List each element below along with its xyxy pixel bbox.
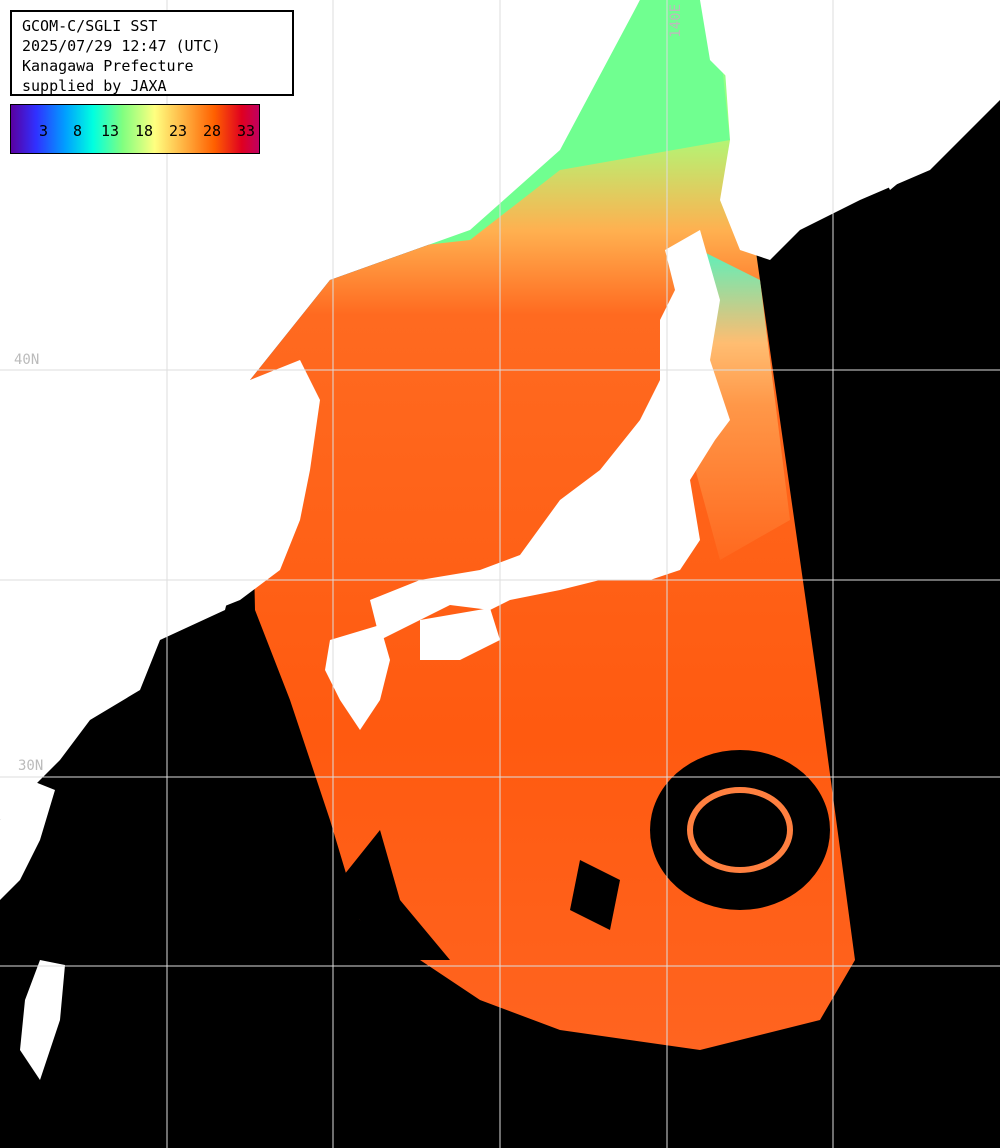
land-honshu bbox=[370, 230, 730, 640]
scale-tick-13: 13 bbox=[101, 122, 120, 140]
longitude-label-140e: 140E bbox=[668, 4, 684, 38]
scale-tick-3: 3 bbox=[39, 122, 49, 140]
land-shikoku bbox=[420, 608, 500, 660]
land-korea bbox=[215, 360, 320, 610]
cloud-patch-southwest bbox=[340, 830, 450, 960]
scale-tick-18: 18 bbox=[135, 122, 154, 140]
region-name: Kanagawa Prefecture bbox=[22, 57, 194, 75]
land-asia-mainland bbox=[0, 0, 640, 820]
land-hokkaido bbox=[720, 0, 1000, 260]
sst-color-scale: 3 8 13 18 23 28 33 bbox=[10, 104, 260, 154]
scale-tick-8: 8 bbox=[73, 122, 83, 140]
cloud-patch-south bbox=[570, 860, 620, 930]
scale-tick-33: 33 bbox=[237, 122, 256, 140]
latitude-label-30n: 30N bbox=[18, 758, 44, 774]
scale-tick-23: 23 bbox=[169, 122, 188, 140]
latitude-label-40n: 40N bbox=[14, 352, 40, 368]
land-taiwan bbox=[20, 960, 65, 1080]
land-china-coast bbox=[0, 780, 55, 900]
scale-tick-28: 28 bbox=[203, 122, 222, 140]
info-box: GCOM-C/SGLI SST 2025/07/29 12:47 (UTC) K… bbox=[10, 10, 294, 96]
land-sakhalin bbox=[700, 0, 740, 80]
typhoon-eye-ring bbox=[687, 787, 793, 873]
sst-scale-labels: 3 8 13 18 23 28 33 bbox=[11, 121, 261, 141]
land-kuril-islands bbox=[880, 120, 960, 190]
product-title: GCOM-C/SGLI SST bbox=[22, 17, 158, 35]
typhoon-cloud-area bbox=[650, 750, 830, 910]
data-supplier: supplied by JAXA bbox=[22, 77, 167, 95]
land-kyushu bbox=[325, 625, 390, 730]
observation-time: 2025/07/29 12:47 (UTC) bbox=[22, 37, 221, 55]
